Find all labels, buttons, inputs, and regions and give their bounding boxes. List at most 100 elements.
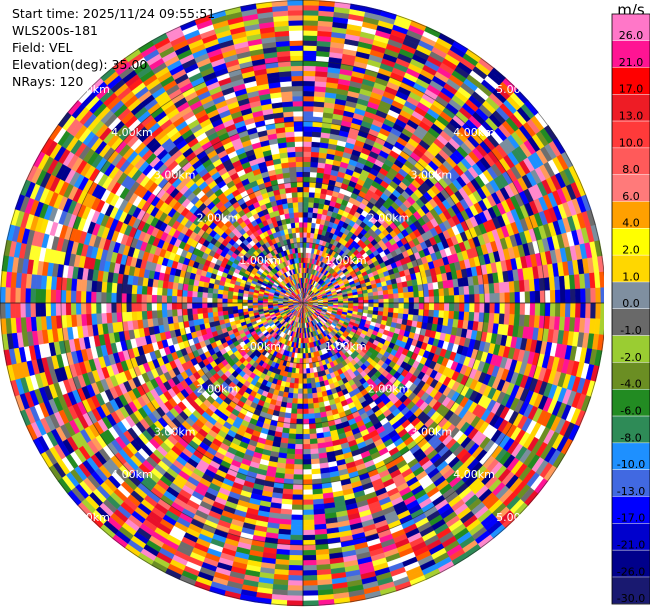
velocity-gate <box>310 141 321 148</box>
velocity-gate <box>227 302 233 308</box>
velocity-gate <box>288 30 304 36</box>
velocity-gate <box>302 131 313 137</box>
velocity-gate <box>302 237 307 243</box>
velocity-gate <box>131 293 137 304</box>
velocity-gate <box>80 302 87 315</box>
velocity-gate <box>299 232 304 238</box>
velocity-gate <box>166 302 173 311</box>
velocity-gate <box>310 222 316 229</box>
velocity-gate <box>468 284 475 295</box>
velocity-gate <box>307 206 314 213</box>
velocity-gate <box>453 286 460 296</box>
velocity-gate <box>186 290 193 298</box>
velocity-gate <box>403 291 410 298</box>
velocity-gate <box>302 156 311 163</box>
velocity-gate <box>288 25 304 31</box>
velocity-gate <box>35 302 42 318</box>
velocity-gate <box>474 293 481 304</box>
velocity-gate <box>302 25 318 31</box>
velocity-gate <box>202 286 209 294</box>
velocity-gate <box>423 296 430 304</box>
velocity-gate <box>232 299 238 304</box>
velocity-gate <box>309 171 317 178</box>
velocity-gate <box>296 186 304 193</box>
velocity-gate <box>85 302 92 315</box>
velocity-gate <box>289 55 304 62</box>
velocity-gate <box>292 105 304 112</box>
elevation-label: Elevation(deg): 35.00 <box>12 57 148 72</box>
velocity-gate <box>459 294 465 304</box>
velocity-gate <box>383 293 389 300</box>
velocity-gate <box>534 290 541 304</box>
velocity-gate <box>19 302 26 319</box>
velocity-gate <box>524 290 531 304</box>
velocity-gate <box>305 247 310 254</box>
velocity-gate <box>141 294 147 304</box>
velocity-gate <box>306 222 312 228</box>
velocity-gate <box>298 227 304 233</box>
velocity-gate <box>237 295 243 301</box>
velocity-gate <box>176 309 183 317</box>
velocity-gate <box>297 206 304 213</box>
velocity-gate <box>302 196 309 203</box>
velocity-gate <box>290 65 304 72</box>
velocity-gate <box>70 302 77 316</box>
velocity-gate <box>286 146 296 153</box>
velocity-gate <box>297 196 304 203</box>
velocity-gate <box>295 156 304 163</box>
velocity-gate <box>211 302 218 309</box>
velocity-gate <box>311 212 318 219</box>
velocity-gate <box>397 286 404 294</box>
velocity-gate <box>504 291 511 304</box>
velocity-gate <box>308 191 315 198</box>
velocity-gate <box>227 294 233 300</box>
velocity-gate <box>161 287 168 297</box>
velocity-gate <box>30 288 36 304</box>
velocity-gate <box>309 166 318 173</box>
velocity-gate <box>126 302 132 313</box>
velocity-gate <box>570 288 576 304</box>
start-time-label: Start time: 2025/11/24 09:55:51 <box>12 6 216 21</box>
velocity-gate <box>285 136 295 143</box>
velocity-gate <box>105 292 112 304</box>
velocity-gate <box>519 291 526 304</box>
velocity-gate <box>494 292 501 304</box>
velocity-gate <box>309 161 319 168</box>
velocity-gate <box>237 299 243 304</box>
velocity-gate <box>310 151 320 158</box>
velocity-gate <box>289 45 304 52</box>
velocity-gate <box>294 141 304 147</box>
velocity-gate <box>136 285 143 295</box>
velocity-gate <box>306 227 312 233</box>
velocity-gate <box>293 126 304 132</box>
velocity-gate <box>136 294 142 304</box>
velocity-gate <box>297 211 304 218</box>
velocity-gate <box>40 302 47 317</box>
velocity-gate <box>171 309 178 317</box>
velocity-gate <box>25 302 31 318</box>
velocity-gate <box>373 294 379 300</box>
velocity-gate <box>378 298 385 304</box>
velocity-gate <box>363 299 369 304</box>
velocity-gate <box>302 176 310 183</box>
velocity-gate <box>146 310 153 320</box>
velocity-gate <box>575 288 582 304</box>
velocity-gate <box>211 307 218 313</box>
velocity-gate <box>232 295 238 300</box>
velocity-gate <box>206 297 213 304</box>
velocity-gate <box>232 302 238 307</box>
velocity-gate <box>176 289 183 297</box>
velocity-gate <box>289 171 297 178</box>
velocity-gate <box>289 40 304 47</box>
velocity-gate <box>296 176 304 183</box>
velocity-gate <box>294 136 304 142</box>
velocity-gate <box>310 156 319 163</box>
velocity-gate <box>580 287 587 304</box>
velocity-gate <box>171 289 178 297</box>
velocity-gate <box>156 287 163 296</box>
nrays-label: NRays: 120 <box>12 74 84 89</box>
velocity-gate <box>284 126 295 133</box>
velocity-gate <box>222 306 228 312</box>
velocity-gate <box>393 292 400 299</box>
velocity-gate <box>222 290 229 296</box>
